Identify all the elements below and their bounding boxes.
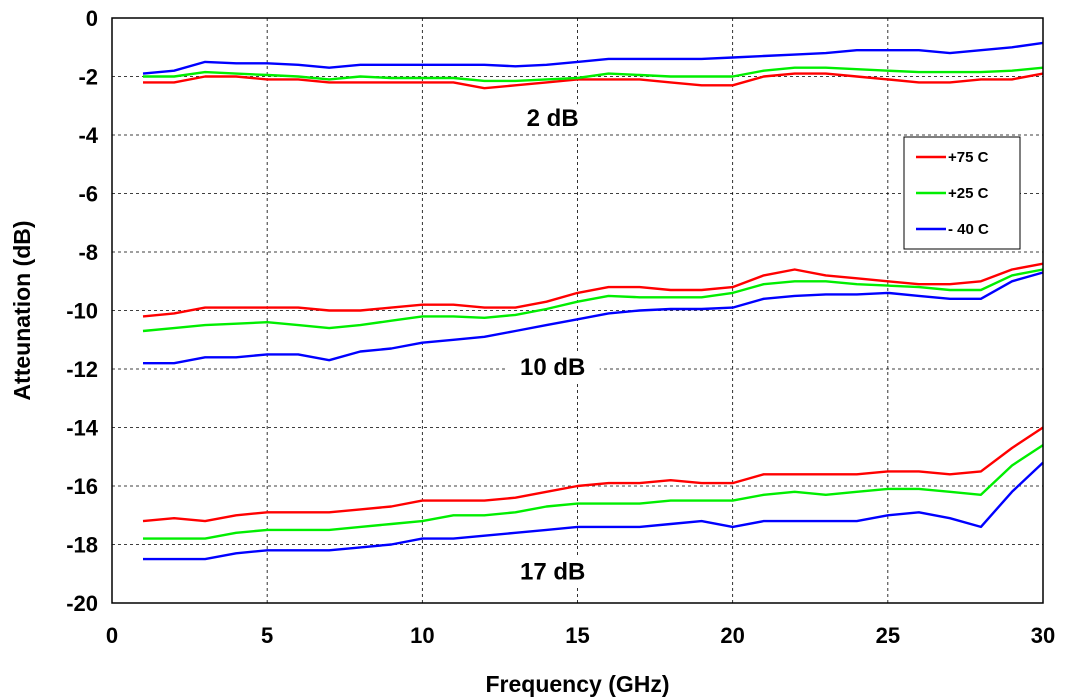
y-tick-label: -4 — [78, 123, 98, 148]
attenuation-setting-labels: 2 dB 10 dB 17 dB — [505, 104, 600, 588]
axis-tick-labels: 0 5 10 15 20 25 30 0 -2 -4 -6 -8 -10 -12 -14 -16 -18 -20 — [66, 6, 1055, 648]
x-axis-title: Frequency (GHz) — [485, 671, 669, 697]
series-line-2-db-40-c — [142, 41, 1044, 75]
legend: +75 C +25 C - 40 C — [903, 136, 1021, 250]
y-tick-label: -12 — [66, 357, 98, 382]
plot-frame — [111, 17, 1044, 604]
series-line-17-db-75-c — [142, 426, 1044, 523]
series-line-2-db-75-c — [143, 72, 1044, 90]
y-tick-label: 0 — [86, 6, 98, 31]
x-tick-label: 5 — [261, 623, 273, 648]
series-lines — [142, 41, 1044, 561]
annotation-label: 10 dB — [520, 354, 585, 381]
x-tick-label: 30 — [1031, 623, 1055, 648]
legend-label: +75 C — [948, 149, 989, 166]
y-axis-title: Atteunation (dB) — [9, 220, 35, 400]
x-tick-label: 20 — [720, 623, 744, 648]
annotation-label: 2 dB — [527, 105, 579, 132]
legend-label: +25 C — [948, 185, 989, 202]
y-tick-label: -6 — [78, 182, 98, 207]
series-line-17-db-25-c — [143, 444, 1044, 540]
y-tick-label: -8 — [78, 240, 98, 265]
y-tick-label: -2 — [78, 65, 98, 90]
series-line-10-db-25-c — [142, 268, 1044, 333]
series-line-2-db-25-c — [143, 66, 1044, 83]
annotation-background — [512, 104, 593, 135]
x-tick-label: 0 — [106, 623, 118, 648]
annotation-label: 17 dB — [520, 559, 585, 586]
y-tick-label: -16 — [66, 474, 98, 499]
legend-label: - 40 C — [948, 221, 989, 238]
annotation-background — [505, 352, 600, 383]
series-line-10-db-40-c — [143, 271, 1044, 365]
y-tick-label: -18 — [66, 533, 98, 558]
series-line-17-db-40-c — [143, 461, 1044, 561]
y-tick-label: -14 — [66, 416, 99, 441]
x-tick-label: 25 — [876, 623, 900, 648]
x-tick-label: 15 — [565, 623, 589, 648]
annotation-background — [505, 557, 600, 588]
y-tick-label: -10 — [66, 299, 98, 324]
x-tick-label: 10 — [410, 623, 434, 648]
series-line-10-db-75-c — [142, 262, 1044, 318]
y-tick-label: -20 — [66, 591, 98, 616]
